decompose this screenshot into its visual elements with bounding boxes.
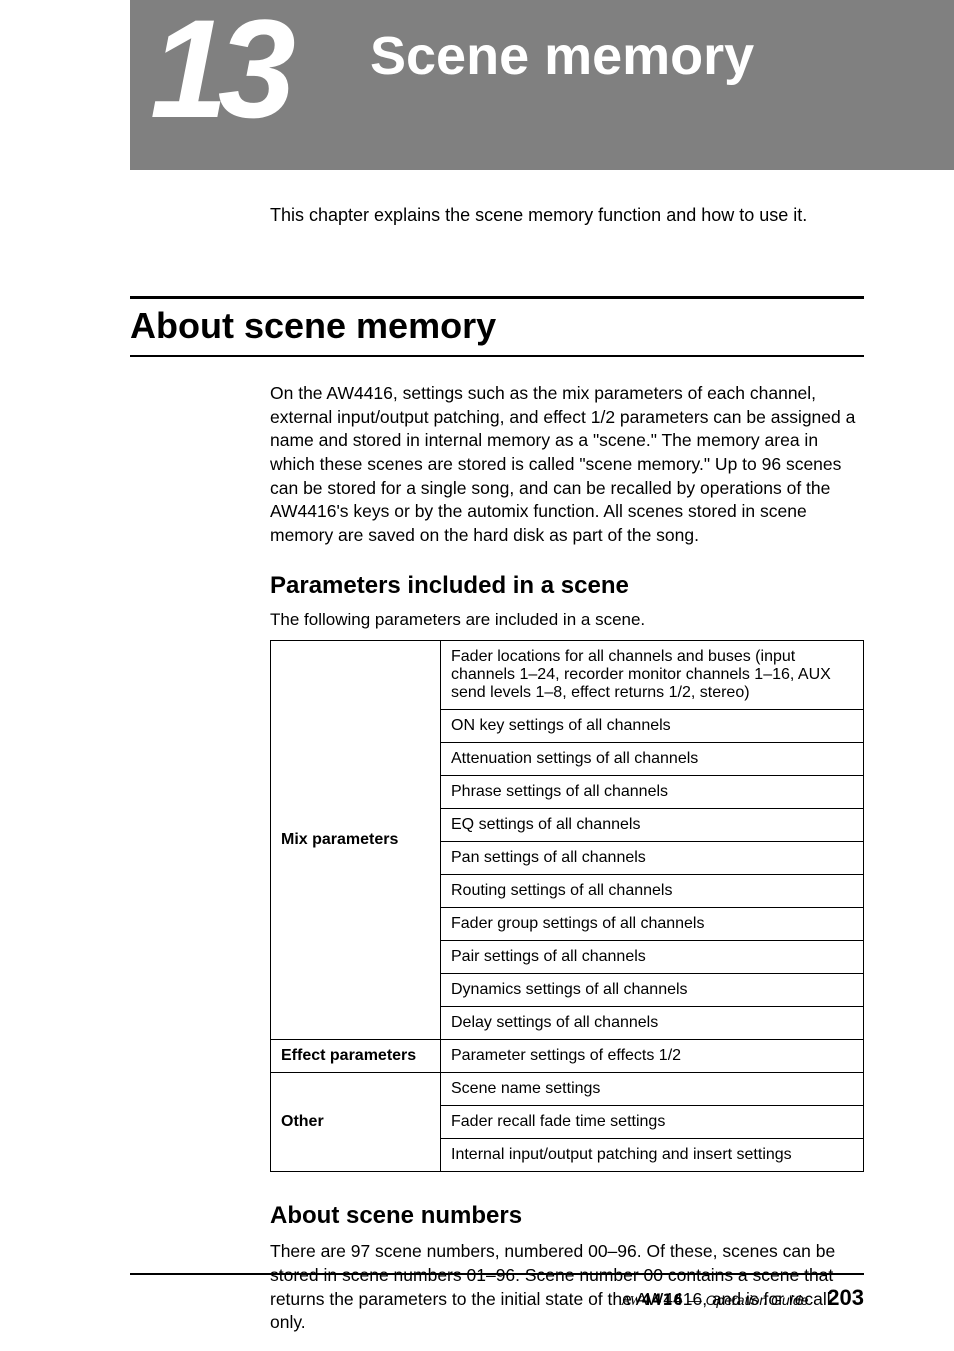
table-row: OtherScene name settings <box>271 1073 864 1106</box>
section1-body: On the AW4416, settings such as the mix … <box>270 382 864 547</box>
chapter-number: 13 <box>150 0 286 150</box>
table-value-cell: Fader locations for all channels and bus… <box>441 641 864 710</box>
table-value-cell: EQ settings of all channels <box>441 809 864 842</box>
table-value-cell: Delay settings of all channels <box>441 1007 864 1040</box>
subsection-subtitle: The following parameters are included in… <box>270 610 864 630</box>
table-value-cell: Pair settings of all channels <box>441 941 864 974</box>
parameters-table: Mix parametersFader locations for all ch… <box>270 640 864 1172</box>
table-category-cell: Mix parameters <box>271 641 441 1040</box>
page-footer: AW4416 — Operation Guide 203 <box>130 1273 864 1311</box>
footer-model-number: 4416 <box>641 1290 684 1309</box>
table-row: Mix parametersFader locations for all ch… <box>271 641 864 710</box>
table-value-cell: Fader group settings of all channels <box>441 908 864 941</box>
section-title: About scene memory <box>130 305 864 347</box>
section-heading-rule: About scene memory <box>130 296 864 357</box>
table-value-cell: Fader recall fade time settings <box>441 1106 864 1139</box>
table-value-cell: Internal input/output patching and inser… <box>441 1139 864 1172</box>
table-category-cell: Effect parameters <box>271 1040 441 1073</box>
section-body: On the AW4416, settings such as the mix … <box>270 382 864 1335</box>
table-value-cell: ON key settings of all channels <box>441 710 864 743</box>
table-value-cell: Parameter settings of effects 1/2 <box>441 1040 864 1073</box>
intro-paragraph: This chapter explains the scene memory f… <box>270 205 864 226</box>
table-value-cell: Scene name settings <box>441 1073 864 1106</box>
table-category-cell: Other <box>271 1073 441 1172</box>
footer-guide-text: — Operation Guide <box>688 1292 809 1308</box>
chapter-title: Scene memory <box>370 25 754 87</box>
table-row: Effect parametersParameter settings of e… <box>271 1040 864 1073</box>
table-value-cell: Pan settings of all channels <box>441 842 864 875</box>
table-value-cell: Routing settings of all channels <box>441 875 864 908</box>
footer-model-prefix: AW <box>622 1294 642 1309</box>
page-content: This chapter explains the scene memory f… <box>0 170 954 1335</box>
table-value-cell: Phrase settings of all channels <box>441 776 864 809</box>
subsection-title: Parameters included in a scene <box>270 572 864 600</box>
table-value-cell: Attenuation settings of all channels <box>441 743 864 776</box>
table-value-cell: Dynamics settings of all channels <box>441 974 864 1007</box>
footer-page-number: 203 <box>827 1285 864 1310</box>
chapter-header: 13 Scene memory <box>130 0 954 170</box>
subsection-title-2: About scene numbers <box>270 1202 864 1230</box>
